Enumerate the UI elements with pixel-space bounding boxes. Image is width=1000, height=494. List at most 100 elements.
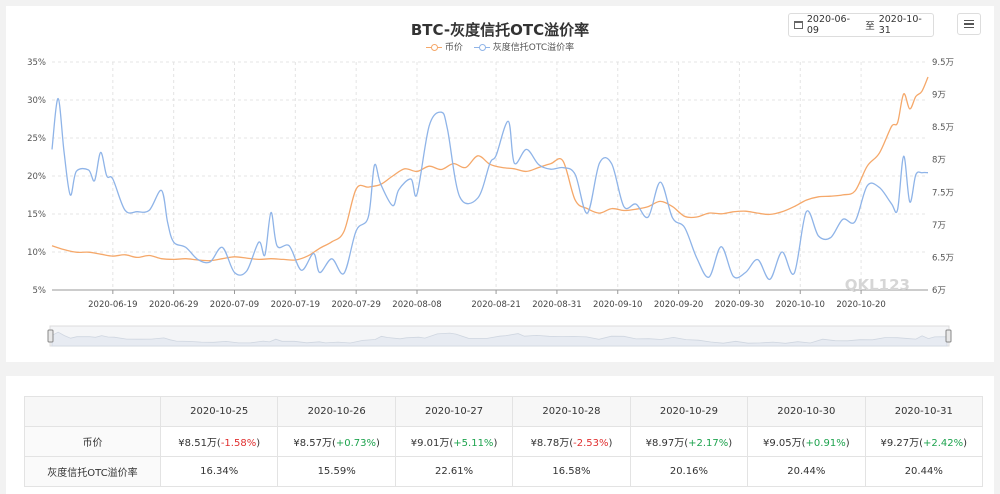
price-value: ¥9.05万( bbox=[763, 438, 806, 449]
x-tick-label: 2020-08-31 bbox=[532, 300, 581, 310]
table-corner bbox=[24, 396, 161, 427]
chart-title: BTC-灰度信托OTC溢价率 bbox=[410, 21, 590, 39]
x-tick-label: 2020-07-29 bbox=[331, 300, 380, 310]
legend-line-icon bbox=[473, 43, 490, 51]
data-table-card: 2020-10-25 2020-10-26 2020-10-27 2020-10-28… bbox=[6, 376, 994, 494]
legend-label-price: 币价 bbox=[444, 43, 463, 53]
chart-card: BTC-灰度信托OTC溢价率 币价 灰度信托OTC溢价率 2020-06-09 … bbox=[6, 6, 994, 362]
y-axis-left: 35% 30% 25% 20% 15% 10% 5% bbox=[27, 58, 46, 296]
date-separator: 至 bbox=[865, 21, 875, 32]
data-table: 2020-10-25 2020-10-26 2020-10-27 2020-10-28… bbox=[24, 396, 984, 487]
price-value: ¥8.97万( bbox=[645, 438, 689, 449]
price-change: +0.91% bbox=[805, 438, 846, 449]
table-header-row: 2020-10-25 2020-10-26 2020-10-27 2020-10-28… bbox=[24, 396, 984, 427]
x-tick-label: 2020-07-09 bbox=[210, 300, 259, 310]
price-change-close: ) bbox=[608, 438, 613, 449]
y-right-tick-label: 9.5万 bbox=[932, 58, 954, 68]
y-right-tick-label: 9万 bbox=[932, 91, 946, 101]
date-start[interactable]: 2020-06-09 bbox=[806, 14, 851, 36]
price-value: ¥9.01万( bbox=[410, 438, 454, 449]
table-date-header: 2020-10-27 bbox=[394, 396, 514, 427]
x-tick-label: 2020-08-21 bbox=[471, 300, 520, 310]
table-date-header: 2020-10-30 bbox=[747, 396, 866, 427]
price-change: +0.73% bbox=[335, 438, 377, 449]
x-tick-label: 2020-10-20 bbox=[836, 300, 885, 310]
price-change: -1.58% bbox=[220, 438, 257, 449]
table-date-header: 2020-10-25 bbox=[159, 396, 279, 427]
price-value: ¥8.78万( bbox=[530, 438, 574, 449]
table-cell: ¥8.97万(+2.17%) bbox=[629, 426, 749, 457]
table-cell: ¥9.05万(+0.91%) bbox=[747, 426, 866, 457]
y-left-tick-label: 15% bbox=[27, 210, 46, 220]
price-series-line bbox=[51, 76, 929, 262]
x-tick-label: 2020-06-19 bbox=[88, 300, 137, 310]
series-lines bbox=[51, 76, 929, 281]
table-cell: ¥9.01万(+5.11%) bbox=[394, 426, 514, 457]
slider-handle-left[interactable] bbox=[47, 329, 54, 343]
x-axis: 2020-06-19 2020-06-29 2020-07-09 2020-07-19… bbox=[52, 289, 928, 310]
table-date-header: 2020-10-26 bbox=[277, 396, 396, 427]
table-date-header: 2020-10-28 bbox=[512, 396, 631, 427]
price-change-close: ) bbox=[963, 438, 968, 449]
price-change-close: ) bbox=[493, 438, 498, 449]
chart-menu-button[interactable] bbox=[957, 13, 981, 35]
table-cell: 16.58% bbox=[512, 456, 631, 487]
table-cell: 16.34% bbox=[159, 456, 279, 487]
menu-icon-bar bbox=[964, 23, 974, 25]
x-tick-label: 2020-09-10 bbox=[593, 300, 642, 310]
table-row: 币价 ¥8.51万(-1.58%) ¥8.57万(+0.73%) ¥9.01万(+5.… bbox=[24, 426, 984, 457]
price-change-close: ) bbox=[376, 438, 380, 449]
legend-line-icon bbox=[425, 43, 442, 51]
y-axis-right: 9.5万 9万 8.5万 8万 7.5万 7万 6.5万 6万 bbox=[932, 58, 954, 296]
slider-handle-right[interactable] bbox=[945, 329, 952, 343]
table-cell: 22.61% bbox=[394, 456, 514, 487]
price-change: +2.42% bbox=[923, 438, 964, 449]
x-tick-label: 2020-09-20 bbox=[654, 300, 703, 310]
calendar-icon bbox=[794, 21, 803, 29]
table-cell: ¥8.51万(-1.58%) bbox=[159, 426, 279, 457]
table-cell: 15.59% bbox=[277, 456, 396, 487]
x-tick-label: 2020-06-29 bbox=[149, 300, 198, 310]
y-right-tick-label: 6.5万 bbox=[932, 253, 954, 263]
table-cell: 20.44% bbox=[747, 456, 866, 487]
chart-plot: 35% 30% 25% 20% 15% 10% 5% 9.5万 9万 8.5万 8万 7.5万 7万 6… bbox=[27, 58, 954, 347]
y-left-tick-label: 10% bbox=[27, 248, 46, 258]
table-row-label: 灰度信托OTC溢价率 bbox=[24, 456, 161, 487]
table-cell: ¥9.27万(+2.42%) bbox=[864, 426, 984, 457]
y-left-tick-label: 25% bbox=[27, 134, 46, 144]
y-right-tick-label: 8万 bbox=[932, 156, 946, 166]
watermark-text: QKL123 bbox=[845, 276, 910, 294]
y-left-tick-label: 5% bbox=[33, 286, 47, 296]
table-row: 灰度信托OTC溢价率 16.34% 15.59% 22.61% 16.58% 20.16%… bbox=[24, 456, 984, 487]
legend-item-premium[interactable]: 灰度信托OTC溢价率 bbox=[473, 40, 575, 53]
legend-label-premium: 灰度信托OTC溢价率 bbox=[492, 43, 575, 53]
y-left-tick-label: 20% bbox=[27, 172, 46, 182]
table-cell: ¥8.78万(-2.53%) bbox=[512, 426, 631, 457]
x-tick-label: 2020-08-08 bbox=[392, 300, 441, 310]
price-change-close: ) bbox=[728, 438, 733, 449]
date-end[interactable]: 2020-10-31 bbox=[878, 14, 922, 36]
price-value: ¥9.27万( bbox=[880, 438, 923, 449]
table-cell: 20.44% bbox=[864, 456, 984, 487]
y-right-tick-label: 7万 bbox=[932, 221, 946, 231]
table-date-header: 2020-10-29 bbox=[629, 396, 749, 427]
y-right-tick-label: 6万 bbox=[932, 286, 946, 296]
table-date-header: 2020-10-31 bbox=[864, 396, 984, 427]
x-tick-label: 2020-10-10 bbox=[776, 300, 825, 310]
grid-lines bbox=[52, 61, 928, 291]
zoom-slider[interactable] bbox=[47, 325, 952, 347]
price-change: +5.11% bbox=[453, 438, 494, 449]
date-range-picker[interactable]: 2020-06-09 至 2020-10-31 bbox=[788, 13, 934, 37]
y-left-tick-label: 35% bbox=[27, 58, 46, 68]
table-body: 币价 ¥8.51万(-1.58%) ¥8.57万(+0.73%) ¥9.01万(+5.… bbox=[24, 426, 984, 487]
x-tick-label: 2020-07-19 bbox=[271, 300, 320, 310]
menu-icon-bar bbox=[964, 26, 974, 29]
table-cell: 20.16% bbox=[629, 456, 749, 487]
price-change-close: ) bbox=[845, 438, 850, 449]
slider-preview bbox=[51, 331, 948, 347]
y-right-tick-label: 7.5万 bbox=[932, 188, 954, 198]
chart-legend: 币价 灰度信托OTC溢价率 bbox=[6, 40, 994, 54]
table-cell: ¥8.57万(+0.73%) bbox=[277, 426, 396, 457]
price-value: ¥8.51万( bbox=[178, 438, 221, 449]
legend-item-price[interactable]: 币价 bbox=[425, 40, 463, 53]
